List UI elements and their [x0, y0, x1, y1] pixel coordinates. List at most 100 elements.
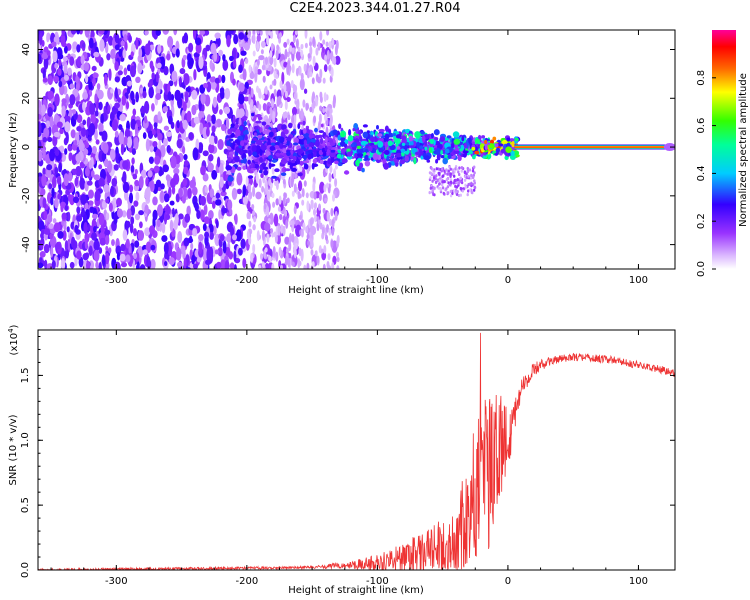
spectrogram-cell — [69, 83, 75, 90]
spectrogram-cell — [290, 149, 294, 155]
spectrogram-cell — [214, 77, 220, 84]
spectrogram-cell — [384, 141, 389, 148]
spectrogram-cell — [312, 36, 316, 47]
spectrogram-cell — [144, 43, 151, 56]
spectrogram-cell — [88, 159, 92, 170]
spectrogram-cell — [278, 136, 285, 143]
spectrogram-cell — [445, 178, 449, 182]
spectrogram-cell — [40, 241, 44, 251]
spectrogram-cell — [272, 201, 276, 208]
spectrogram-cell — [508, 138, 515, 142]
spectrogram-cell — [303, 139, 308, 146]
spectrogram-cell — [103, 184, 110, 193]
spectrogram-cell — [395, 142, 399, 148]
spectrogram-cell — [326, 182, 329, 189]
spectrogram-cell — [446, 172, 449, 176]
spectrogram-cell — [255, 172, 259, 184]
spectrogram-cell — [326, 49, 330, 60]
spectrogram-cell — [264, 85, 268, 95]
spectrogram-cell — [52, 218, 57, 224]
spectrogram-cell — [187, 53, 192, 63]
spectrogram-cell — [435, 174, 438, 178]
spectrogram-cell — [249, 101, 253, 111]
spectrogram-cell — [47, 137, 53, 143]
spectrogram-cell — [173, 167, 180, 175]
spectrogram-cell — [123, 34, 128, 43]
spectrogram-cell — [76, 114, 83, 123]
spectrogram-cell — [66, 226, 70, 233]
spectrogram-cell — [200, 92, 206, 105]
spectrogram-cell — [443, 169, 446, 173]
spectrogram-cell — [101, 152, 106, 162]
spectrogram-cell — [283, 61, 288, 68]
colorbar-ticks: 0.0 0.2 0.4 0.6 0.8 — [696, 70, 716, 277]
spectrogram-cell — [269, 84, 273, 90]
spectrogram-cell — [466, 170, 469, 174]
spectrogram-cell — [39, 257, 43, 263]
spectrogram-cell — [84, 202, 89, 210]
spectrogram-cell — [437, 171, 440, 175]
spectrogram-cell — [492, 136, 497, 141]
snr-panel: -300 -200 -100 0 100 0.0 0.5 1.0 1.5 Height of s… — [7, 324, 676, 596]
spectrogram-cell — [186, 110, 192, 122]
spectrogram-cell — [108, 202, 113, 212]
chart-title: C2E4.2023.344.01.27.R04 — [289, 1, 461, 16]
spectrogram-cell — [254, 109, 258, 116]
spectrogram-cell — [48, 183, 53, 190]
spectrogram-cell — [472, 155, 476, 160]
spectrogram-cell — [301, 146, 306, 150]
spectrogram-cell — [505, 146, 512, 153]
spectrogram-cell — [273, 213, 279, 227]
spectrogram-cell — [138, 47, 143, 59]
spectrogram-cell — [256, 230, 260, 242]
spectrogram-cell — [226, 140, 231, 147]
spectrogram-cell — [67, 211, 71, 222]
spectrogram-cell — [82, 91, 89, 100]
spectrogram-cell — [326, 145, 333, 149]
spectrogram-cell — [62, 230, 67, 241]
spectrogram-cell — [336, 251, 339, 258]
spectrogram-cell — [356, 145, 362, 150]
spectrogram-cell — [164, 261, 168, 267]
spectrogram-cell — [93, 240, 100, 251]
spectrogram-cell — [293, 205, 297, 215]
spectrogram-cell — [282, 196, 286, 206]
spectrogram-cell — [104, 229, 111, 236]
spectrogram-cell — [285, 90, 288, 98]
spectrogram-cell — [232, 234, 237, 241]
spectrogram-cell — [395, 134, 402, 139]
spectrogram-cell — [279, 143, 284, 149]
spectrogram-cell — [54, 166, 59, 175]
spectrogram-cell — [506, 137, 511, 142]
spectrogram-cell — [98, 122, 104, 132]
spectrogram-cell — [277, 124, 282, 132]
spectrogram-cell — [396, 146, 401, 150]
spectrogram-cell — [329, 108, 333, 114]
spectrogram-cell — [378, 128, 385, 133]
spectrogram-cell — [130, 242, 135, 253]
spectrogram-cell — [57, 193, 62, 200]
spectrogram-cell — [242, 186, 246, 198]
spectrogram-cell — [39, 32, 43, 46]
spectrogram-cell — [149, 60, 154, 70]
spectrogram-cell — [163, 66, 169, 76]
spectrogram-cell — [198, 234, 204, 242]
spectrogram-cell — [456, 168, 459, 172]
spectrogram-cell — [140, 169, 147, 179]
x-tick-label: -200 — [236, 576, 259, 587]
spectrogram-cell — [246, 230, 250, 240]
spectrogram-cell — [327, 158, 332, 165]
y-tick-label: 20 — [21, 92, 32, 105]
spectrogram-cell — [437, 167, 440, 171]
spectrogram-cell — [481, 135, 486, 139]
spectrogram-cell — [362, 131, 369, 139]
spectrogram-cell — [291, 167, 298, 172]
spectrogram-cell — [83, 214, 88, 220]
spectrogram-cell — [198, 241, 203, 255]
spectrogram-cell — [394, 137, 401, 145]
spectrogram-cell — [230, 226, 235, 237]
spectrogram-cell — [155, 30, 162, 36]
spectrogram-cell — [63, 173, 69, 186]
spectrogram-cell — [319, 222, 323, 230]
